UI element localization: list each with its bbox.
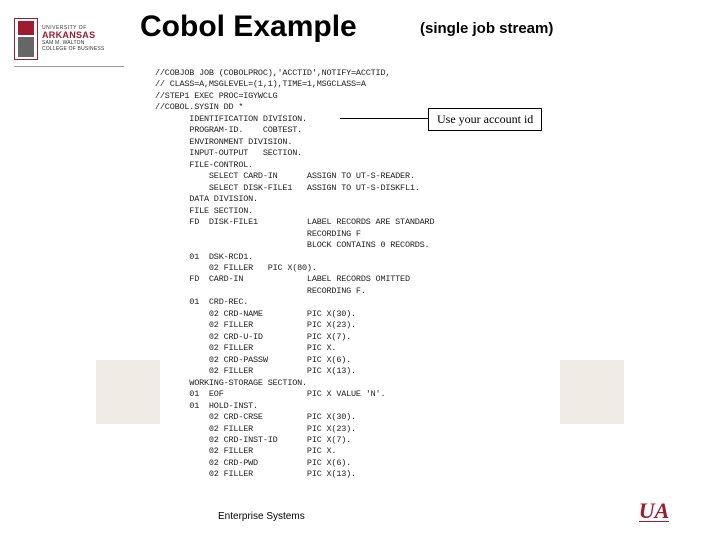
footer-label: Enterprise Systems (218, 511, 305, 522)
callout-connector (340, 118, 428, 119)
logo-divider (14, 66, 124, 67)
ua-logo: UA (636, 496, 672, 526)
decorative-block-left (96, 360, 160, 424)
ua-mark: UA (639, 498, 670, 524)
arkansas-logo: UNIVERSITY OF ARKANSAS SAM M. WALTON COL… (14, 14, 124, 64)
page-title: Cobol Example (140, 10, 357, 44)
page-subtitle: (single job stream) (420, 20, 553, 37)
tower-icon (14, 18, 38, 60)
callout-annotation: Use your account id (428, 108, 542, 131)
logo-college: COLLEGE OF BUSINESS (42, 47, 104, 53)
logo-text: UNIVERSITY OF ARKANSAS SAM M. WALTON COL… (42, 26, 104, 52)
